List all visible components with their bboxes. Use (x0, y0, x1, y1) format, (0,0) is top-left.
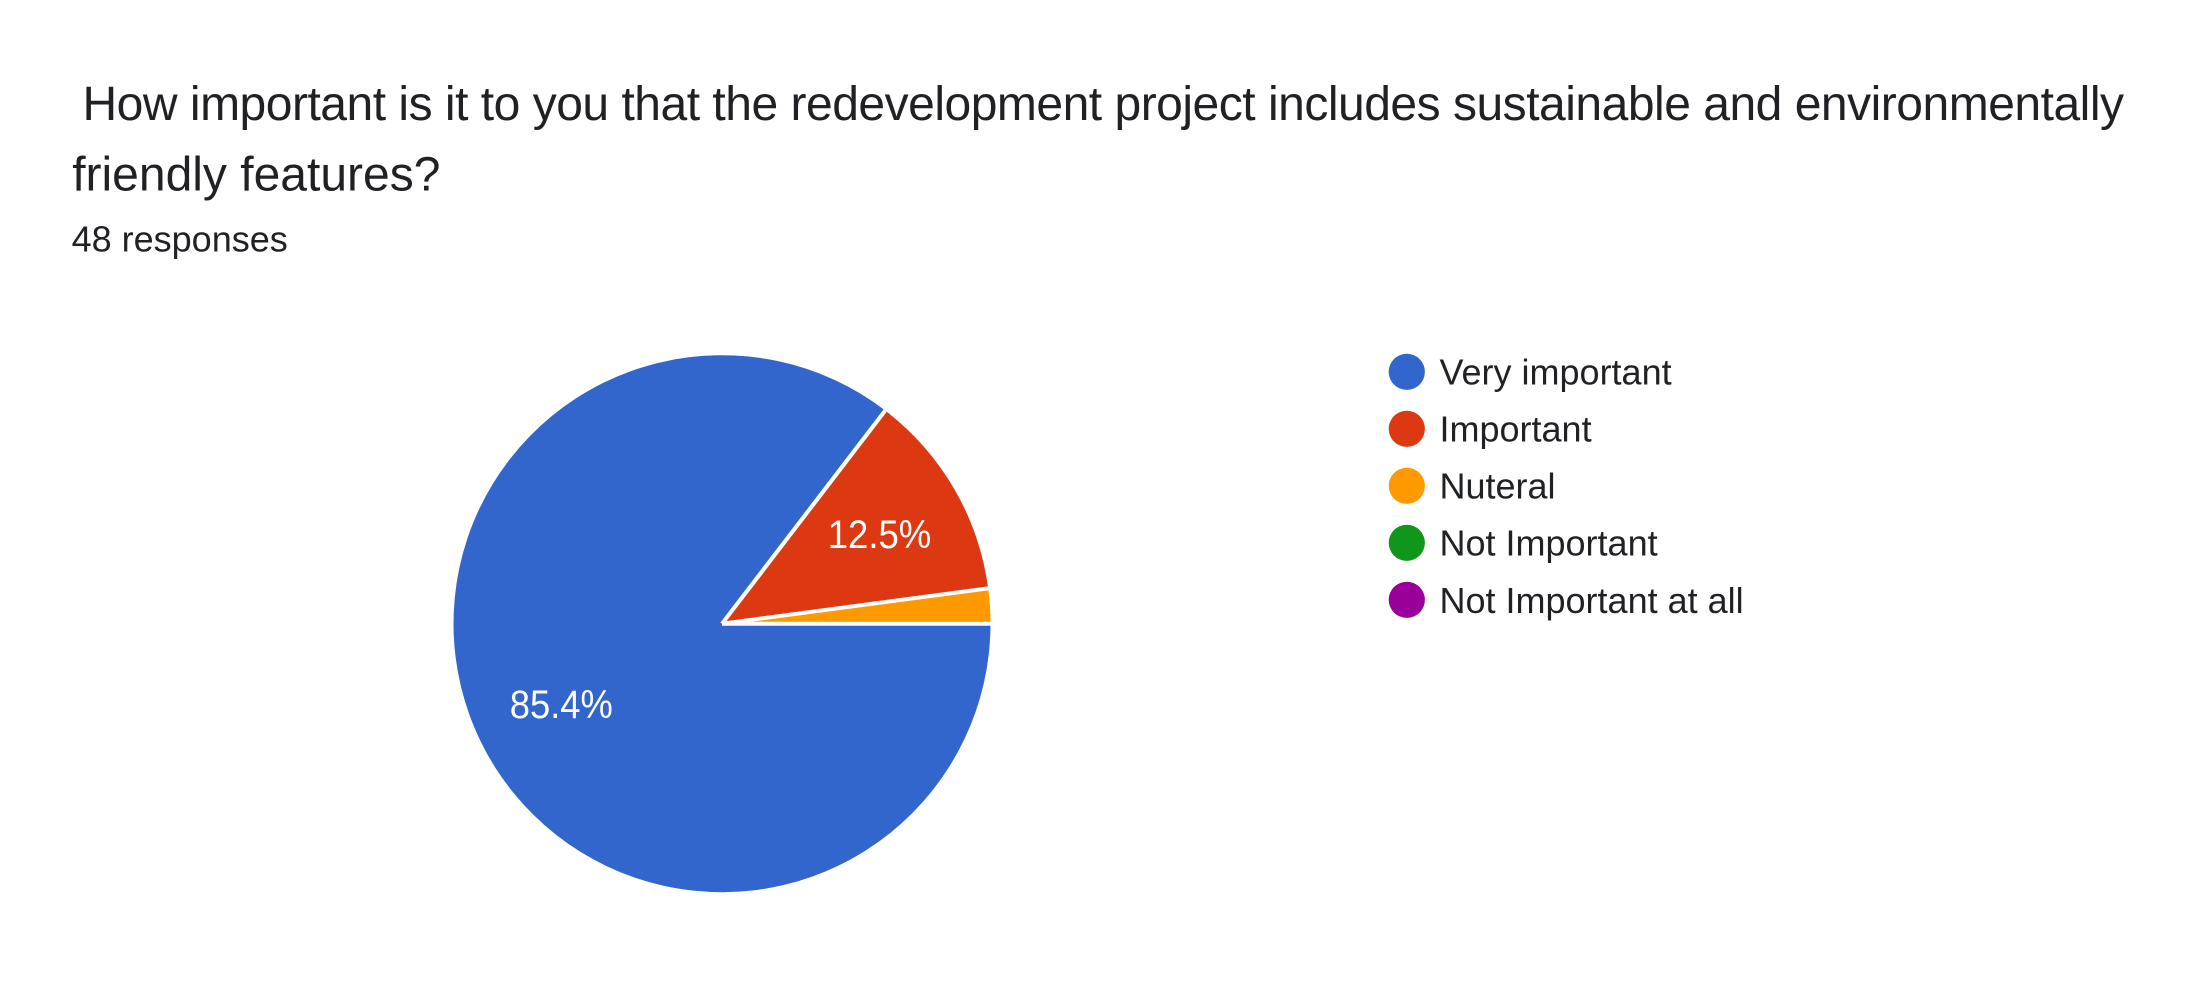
svg-text:friendly features?: friendly features? (72, 148, 440, 201)
svg-text:How important is it to you tha: How important is it to you that the rede… (83, 78, 2125, 131)
svg-text:85.4%: 85.4% (510, 683, 613, 727)
svg-text:Not Important at all: Not Important at all (1440, 580, 1744, 621)
svg-text:48 responses: 48 responses (72, 219, 288, 260)
svg-text:Nuteral: Nuteral (1440, 466, 1556, 507)
svg-text:Very important: Very important (1440, 352, 1672, 393)
svg-text:Important: Important (1440, 409, 1592, 450)
svg-text:Not Important: Not Important (1440, 523, 1658, 564)
svg-text:12.5%: 12.5% (828, 513, 932, 557)
